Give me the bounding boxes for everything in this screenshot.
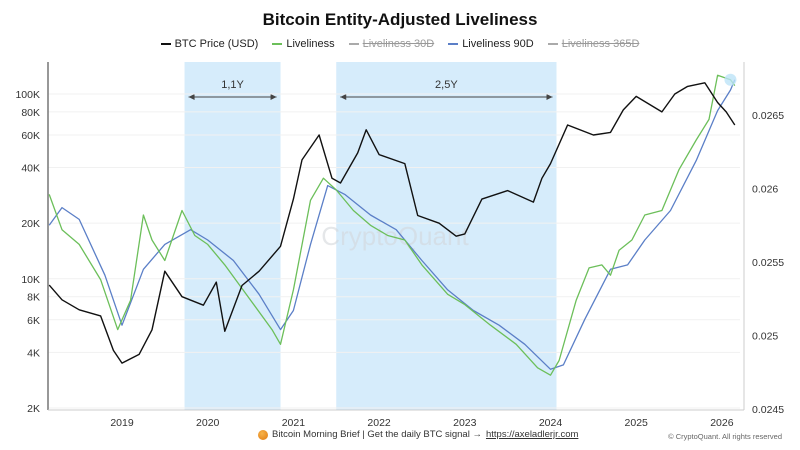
x-tick-label: 2021 xyxy=(282,417,306,429)
footer-link[interactable]: https://axeladlerjr.com xyxy=(485,429,579,440)
y-left-tick-label: 10K xyxy=(21,274,40,286)
y-right-tick-label: 0.026 xyxy=(752,184,778,196)
series-line-liveliness xyxy=(48,74,736,376)
series-line-btc-price-usd- xyxy=(48,82,736,364)
copyright: © CryptoQuant. All rights reserved xyxy=(668,432,782,441)
interval-label: 1,1Y xyxy=(221,79,244,91)
x-tick-label: 2023 xyxy=(453,417,477,429)
y-left-tick-label: 2K xyxy=(27,403,40,415)
watermark: CryptoQuant xyxy=(321,221,469,251)
legend-label: Liveliness 365D xyxy=(561,38,640,50)
interval-label: 2,5Y xyxy=(435,79,458,91)
y-left-tick-label: 80K xyxy=(21,107,40,119)
legend-swatch xyxy=(348,43,359,45)
legend-label: Liveliness 90D xyxy=(462,38,534,50)
legend-swatch xyxy=(448,43,459,45)
hover-marker xyxy=(724,73,737,86)
x-tick-label: 2025 xyxy=(625,417,649,429)
y-left-tick-label: 40K xyxy=(21,163,40,175)
y-right-tick-label: 0.025 xyxy=(752,331,778,343)
y-right-tick-label: 0.0265 xyxy=(752,110,784,122)
shaded-region xyxy=(184,62,281,410)
y-left-tick-label: 6K xyxy=(27,315,40,327)
y-left-tick-label: 4K xyxy=(27,347,40,359)
x-tick-label: 2019 xyxy=(110,417,134,429)
legend-item-liveliness-365d[interactable]: Liveliness 365D xyxy=(547,38,640,50)
y-right-tick-label: 0.0255 xyxy=(752,257,784,269)
legend: BTC Price (USD) Liveliness Liveliness 30… xyxy=(0,38,800,50)
y-left-tick-label: 100K xyxy=(15,89,40,101)
legend-swatch xyxy=(160,43,171,45)
legend-label: BTC Price (USD) xyxy=(174,38,259,50)
series-line-liveliness-90d xyxy=(48,79,736,370)
y-left-tick-label: 60K xyxy=(21,130,40,142)
x-tick-label: 2022 xyxy=(367,417,391,429)
orange-coin-icon xyxy=(258,429,268,440)
chart-title: Bitcoin Entity-Adjusted Liveliness xyxy=(262,10,538,29)
footer: Bitcoin Morning Brief | Get the daily BT… xyxy=(258,429,578,440)
legend-item-liveliness[interactable]: Liveliness xyxy=(272,38,335,50)
footer-text: Bitcoin Morning Brief | Get the daily BT… xyxy=(272,429,482,440)
y-right-tick-label: 0.0245 xyxy=(752,404,784,416)
legend-item-liveliness-30d[interactable]: Liveliness 30D xyxy=(348,38,435,50)
x-tick-label: 2020 xyxy=(196,417,220,429)
x-tick-label: 2026 xyxy=(710,417,734,429)
y-left-tick-label: 8K xyxy=(27,292,40,304)
legend-label: Liveliness 30D xyxy=(362,38,435,50)
legend-item-liveliness-90d[interactable]: Liveliness 90D xyxy=(448,38,534,50)
legend-swatch xyxy=(547,43,558,45)
legend-label: Liveliness xyxy=(286,38,335,50)
y-left-tick-label: 20K xyxy=(21,218,40,230)
legend-swatch xyxy=(272,43,283,45)
x-tick-label: 2024 xyxy=(539,417,563,429)
legend-item-btc-price[interactable]: BTC Price (USD) xyxy=(160,38,259,50)
